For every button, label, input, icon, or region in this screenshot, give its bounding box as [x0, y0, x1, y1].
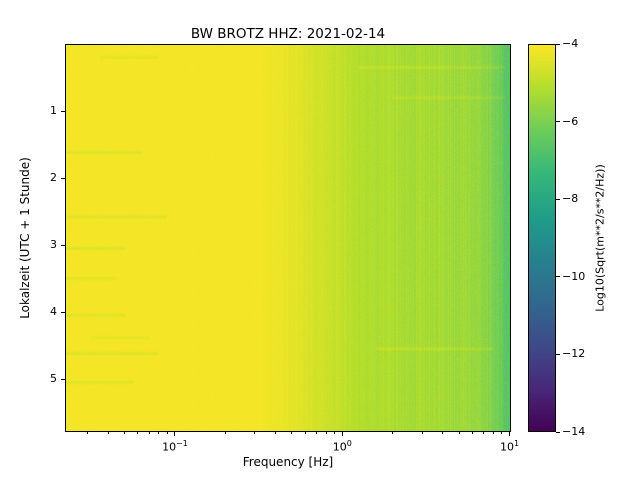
x-minor-tick — [501, 432, 503, 434]
x-minor-tick — [392, 432, 394, 434]
plot-title: BW BROTZ HHZ: 2021-02-14 — [190, 26, 386, 42]
y-axis-label: Lokalzeit (UTC + 1 Stunde) — [18, 157, 32, 319]
x-axis-label: Frequency [Hz] — [242, 455, 334, 469]
colorbar-tick-label: −6 — [562, 114, 579, 128]
x-minor-tick — [291, 432, 293, 434]
x-minor-tick — [107, 432, 109, 434]
x-minor-tick — [442, 432, 444, 434]
y-tick-label: 5 — [50, 372, 57, 386]
colorbar-label: Log10(Sqrt(m**2/s**2/Hz)) — [593, 164, 607, 312]
x-minor-tick — [325, 432, 327, 434]
x-minor-tick — [224, 432, 226, 434]
x-minor-tick — [334, 432, 336, 434]
x-major-tick — [509, 432, 511, 436]
x-minor-tick — [471, 432, 473, 434]
colorbar-tick-label: −10 — [562, 269, 586, 283]
x-minor-tick — [492, 432, 494, 434]
x-major-tick — [341, 432, 343, 436]
x-minor-tick — [137, 432, 139, 434]
spectrogram-heatmap — [65, 44, 511, 432]
x-minor-tick — [315, 432, 317, 434]
colorbar-tick-label: −8 — [562, 192, 579, 206]
colorbar-tick-label: −4 — [562, 37, 579, 50]
x-minor-tick — [148, 432, 150, 434]
colorbar — [528, 44, 556, 432]
colorbar-tick — [556, 43, 560, 45]
x-minor-tick — [275, 432, 277, 434]
x-tick-label: 10−1 — [162, 439, 188, 454]
colorbar-tick-label: −12 — [562, 347, 586, 361]
x-major-tick — [174, 432, 176, 436]
y-tick-label: 1 — [50, 104, 57, 117]
x-minor-tick — [124, 432, 126, 434]
colorbar-tick — [556, 431, 560, 433]
x-minor-tick — [421, 432, 423, 434]
x-tick-label: 100 — [332, 439, 352, 454]
x-tick-label: 101 — [500, 439, 520, 454]
x-minor-tick — [304, 432, 306, 434]
colorbar-tick — [556, 276, 560, 278]
x-minor-tick — [458, 432, 460, 434]
colorbar-tick — [556, 121, 560, 123]
x-minor-tick — [87, 432, 89, 434]
x-minor-tick — [483, 432, 485, 434]
colorbar-tick — [556, 198, 560, 200]
colorbar-tick-label: −14 — [562, 425, 586, 438]
colorbar-tick — [556, 353, 560, 355]
x-minor-tick — [158, 432, 160, 434]
x-minor-tick — [254, 432, 256, 434]
x-minor-tick — [166, 432, 168, 434]
